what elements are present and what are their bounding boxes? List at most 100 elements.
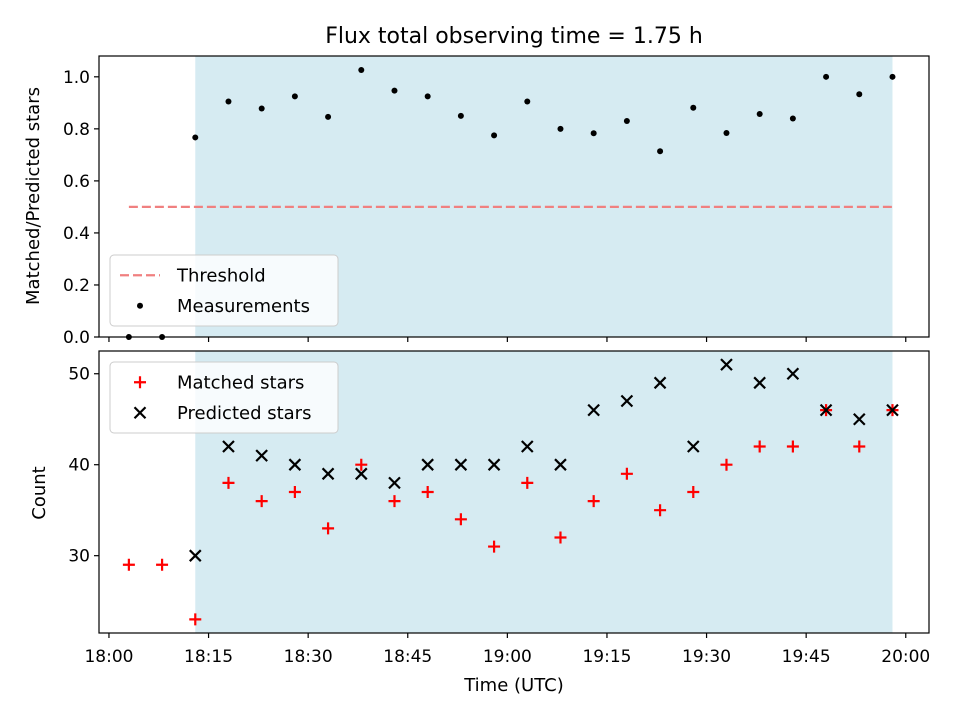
predicted-stars-point xyxy=(687,440,700,453)
x-tick-label: 18:30 xyxy=(284,647,333,667)
legend-label: Measurements xyxy=(177,296,310,317)
y-tick-label: 0.2 xyxy=(63,276,90,296)
predicted-stars-point xyxy=(786,367,800,381)
measurement-point xyxy=(424,93,431,100)
measurement-point xyxy=(491,132,498,139)
measurement-point xyxy=(856,91,863,98)
matched-stars-point xyxy=(587,495,600,508)
predicted-stars-point xyxy=(853,412,866,426)
axes-frame xyxy=(98,55,930,338)
x-tick-label: 19:45 xyxy=(782,647,831,667)
measurement-point xyxy=(889,73,896,80)
x-tick-label: 18:45 xyxy=(383,647,432,667)
predicted-stars-point xyxy=(355,467,368,481)
matched-stars-point xyxy=(122,558,135,571)
y-tick-label: 50 xyxy=(68,365,90,385)
predicted-stars-point xyxy=(819,403,833,417)
x-tick-label: 19:30 xyxy=(682,647,731,667)
predicted-stars-point xyxy=(487,458,501,471)
predicted-stars-point xyxy=(421,458,434,471)
predicted-stars-point xyxy=(886,403,899,417)
matched-stars-point xyxy=(786,440,799,453)
matched-stars-point xyxy=(454,513,467,526)
y-tick-label: 0.8 xyxy=(63,120,90,140)
predicted-stars-point xyxy=(189,549,202,562)
measurement-point xyxy=(457,112,464,119)
measurement-point xyxy=(557,125,564,132)
y-tick-label: 0.4 xyxy=(63,224,90,244)
matched-stars-point xyxy=(288,486,301,498)
measurement-point xyxy=(358,67,365,74)
matched-stars-point xyxy=(753,440,766,453)
predicted-stars-point xyxy=(454,458,468,471)
measurement-point xyxy=(258,105,265,112)
predicted-stars-point xyxy=(653,376,667,390)
matched-stars-point xyxy=(521,476,534,489)
x-tick-label: 18:15 xyxy=(184,647,233,667)
predicted-stars-point xyxy=(388,476,401,490)
measurement-point xyxy=(192,134,199,141)
predicted-stars-point xyxy=(321,467,335,481)
legend-label: Matched stars xyxy=(177,372,304,393)
measurement-point xyxy=(391,87,398,94)
x-tick-label: 20:00 xyxy=(881,647,930,667)
x-tick-label: 18:00 xyxy=(84,647,133,667)
matched-stars-point xyxy=(322,522,335,535)
ratio-y-axis-label: Matched/Predicted stars xyxy=(23,87,44,305)
matched-stars-point xyxy=(255,495,268,508)
measurement-point xyxy=(291,93,298,100)
y-tick-label: 30 xyxy=(68,547,90,567)
count-y-axis-label: Count xyxy=(29,466,50,519)
measurement-point xyxy=(623,118,630,125)
predicted-stars-point xyxy=(222,440,235,453)
measurement-point xyxy=(756,111,763,118)
matched-stars-point xyxy=(488,540,501,553)
y-tick-label: 40 xyxy=(68,456,90,476)
predicted-stars-point xyxy=(720,358,733,371)
predicted-stars-point xyxy=(288,458,302,471)
y-tick-label: 0.6 xyxy=(63,172,90,192)
legend-matched-swatch xyxy=(134,376,146,389)
measurement-point xyxy=(225,98,232,105)
predicted-stars-point xyxy=(554,458,567,471)
legend-box xyxy=(109,361,339,434)
matched-stars-point xyxy=(156,558,169,571)
y-tick-label: 1.0 xyxy=(63,68,90,88)
measurement-point xyxy=(823,73,830,80)
x-tick-label: 19:15 xyxy=(582,647,631,667)
axes-frame xyxy=(98,350,930,634)
matched-stars-point xyxy=(189,613,202,626)
measurement-point xyxy=(789,115,796,122)
matched-stars-point xyxy=(620,467,633,480)
matched-stars-point xyxy=(388,495,401,508)
matched-stars-point xyxy=(222,476,235,489)
matched-stars-point xyxy=(720,458,733,471)
matched-stars-point xyxy=(421,486,434,498)
legend-label: Threshold xyxy=(176,265,266,286)
measurement-point xyxy=(657,148,664,155)
y-tick-label: 0.0 xyxy=(63,328,90,348)
predicted-stars-point xyxy=(753,376,766,390)
legend-predicted-swatch xyxy=(133,406,147,420)
predicted-stars-point xyxy=(521,440,534,453)
measurement-point xyxy=(325,113,332,120)
matched-stars-point xyxy=(654,504,667,517)
measurement-point xyxy=(690,104,697,111)
measurement-point xyxy=(524,98,531,105)
plot-area: 0.0 0.2 0.4 0.6 0.8 1.0 Threshold Measurements 3… xyxy=(63,55,930,667)
x-axis-label: Time (UTC) xyxy=(463,675,564,696)
predicted-stars-point xyxy=(255,449,268,462)
legend-label: Predicted stars xyxy=(177,403,311,424)
matched-stars-point xyxy=(853,440,866,453)
measurement-point xyxy=(723,130,730,137)
legend-measurement-swatch xyxy=(137,302,143,309)
x-tick-label: 19:00 xyxy=(483,647,532,667)
matched-stars-point xyxy=(687,486,700,498)
matched-stars-point xyxy=(554,531,567,544)
predicted-stars-point xyxy=(587,403,600,417)
matched-stars-point xyxy=(355,458,368,471)
measurement-point xyxy=(590,130,597,137)
legend-box xyxy=(109,254,339,327)
